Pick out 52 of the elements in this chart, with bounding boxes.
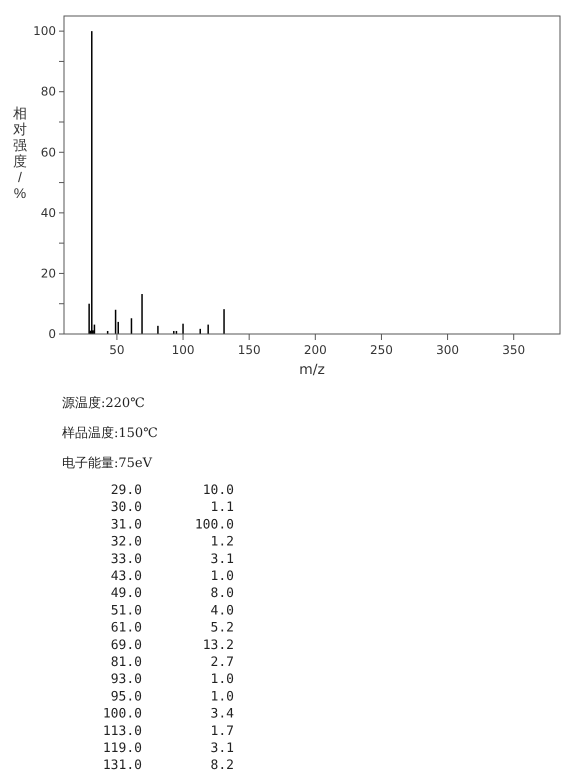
text: 31.0 — [110, 517, 142, 532]
text: 95.0 — [110, 689, 142, 704]
y-tick-label: 20 — [40, 266, 56, 280]
text: 93.0 — [110, 672, 142, 688]
x-tick-label: 350 — [502, 343, 526, 357]
x-tick-label: 250 — [370, 343, 393, 357]
text: 49.0 — [110, 586, 142, 602]
text: 1.2 — [210, 534, 234, 550]
text: 51.0 — [110, 603, 142, 618]
text: 5.2 — [210, 620, 234, 636]
x-tick-label: 200 — [304, 343, 327, 357]
text: 电子能量:75eV — [62, 456, 153, 471]
text: 3.1 — [210, 552, 234, 567]
x-tick-label: 150 — [238, 343, 261, 357]
text: 69.0 — [110, 638, 142, 653]
x-axis-title: m/z — [299, 362, 325, 378]
text: 29.0 — [110, 483, 142, 498]
text: 8.0 — [210, 586, 234, 602]
text: 2.7 — [210, 655, 234, 670]
text: 113.0 — [102, 724, 142, 739]
text: 3.4 — [210, 706, 234, 722]
y-tick-label: 80 — [40, 84, 56, 99]
text: 13.2 — [202, 638, 234, 653]
text: 1.0 — [210, 569, 234, 584]
x-tick-label: 300 — [436, 343, 460, 357]
text: 30.0 — [110, 500, 142, 516]
x-tick-label: 50 — [109, 343, 125, 357]
x-tick-label: 100 — [172, 343, 194, 357]
text: 81.0 — [110, 655, 142, 670]
text: 8.2 — [210, 758, 234, 773]
text: 样品温度:150℃ — [62, 425, 158, 441]
text: 源温度:220℃ — [62, 395, 145, 411]
text: 43.0 — [110, 569, 142, 584]
y-tick-label: 100 — [33, 24, 56, 38]
text: 1.0 — [210, 672, 234, 688]
text: 1.7 — [210, 724, 234, 739]
text: 10.0 — [202, 483, 234, 498]
text: 33.0 — [110, 552, 142, 567]
text: 100.0 — [194, 517, 234, 532]
y-tick-label: 40 — [40, 206, 56, 220]
text: 32.0 — [110, 534, 142, 550]
text: 61.0 — [110, 620, 142, 636]
y-axis-title: 相对强度/% — [13, 105, 27, 201]
text: 1.1 — [210, 500, 234, 516]
y-tick-label: 60 — [40, 145, 56, 160]
text: 1.0 — [210, 689, 234, 704]
text: 3.1 — [210, 741, 234, 756]
y-tick-label: 0 — [48, 327, 56, 341]
text: 4.0 — [210, 603, 234, 618]
text: 119.0 — [102, 741, 142, 756]
text: 100.0 — [102, 706, 142, 722]
text: 131.0 — [102, 758, 142, 773]
